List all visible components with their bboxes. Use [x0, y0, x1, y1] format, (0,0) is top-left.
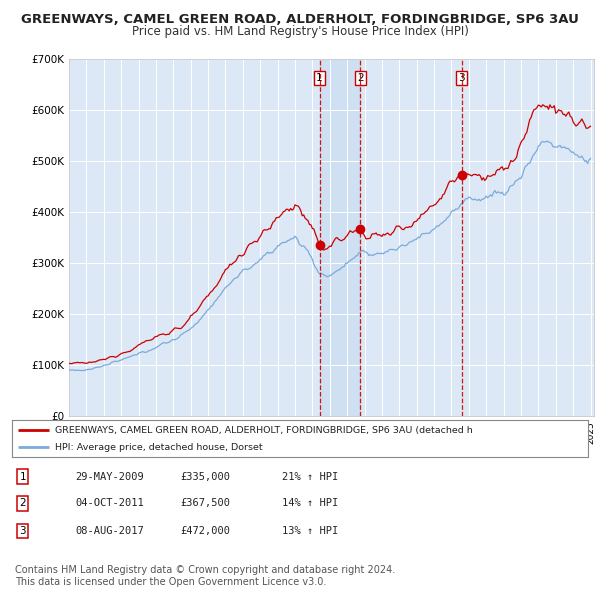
Text: 2: 2 — [357, 73, 364, 83]
Text: £472,000: £472,000 — [180, 526, 230, 536]
Text: 2: 2 — [19, 499, 26, 508]
Text: £367,500: £367,500 — [180, 499, 230, 508]
Text: Price paid vs. HM Land Registry's House Price Index (HPI): Price paid vs. HM Land Registry's House … — [131, 25, 469, 38]
Text: Contains HM Land Registry data © Crown copyright and database right 2024.
This d: Contains HM Land Registry data © Crown c… — [15, 565, 395, 587]
Text: 3: 3 — [458, 73, 465, 83]
Text: GREENWAYS, CAMEL GREEN ROAD, ALDERHOLT, FORDINGBRIDGE, SP6 3AU: GREENWAYS, CAMEL GREEN ROAD, ALDERHOLT, … — [21, 13, 579, 26]
Text: 1: 1 — [316, 73, 323, 83]
Text: 13% ↑ HPI: 13% ↑ HPI — [282, 526, 338, 536]
Text: 29-MAY-2009: 29-MAY-2009 — [75, 472, 144, 481]
Text: 21% ↑ HPI: 21% ↑ HPI — [282, 472, 338, 481]
Text: 08-AUG-2017: 08-AUG-2017 — [75, 526, 144, 536]
Text: GREENWAYS, CAMEL GREEN ROAD, ALDERHOLT, FORDINGBRIDGE, SP6 3AU (detached h: GREENWAYS, CAMEL GREEN ROAD, ALDERHOLT, … — [55, 425, 473, 435]
Text: 3: 3 — [19, 526, 26, 536]
Text: 04-OCT-2011: 04-OCT-2011 — [75, 499, 144, 508]
Text: HPI: Average price, detached house, Dorset: HPI: Average price, detached house, Dors… — [55, 442, 263, 452]
Text: 1: 1 — [19, 472, 26, 481]
Bar — [320, 59, 360, 416]
Text: £335,000: £335,000 — [180, 472, 230, 481]
Text: 14% ↑ HPI: 14% ↑ HPI — [282, 499, 338, 508]
